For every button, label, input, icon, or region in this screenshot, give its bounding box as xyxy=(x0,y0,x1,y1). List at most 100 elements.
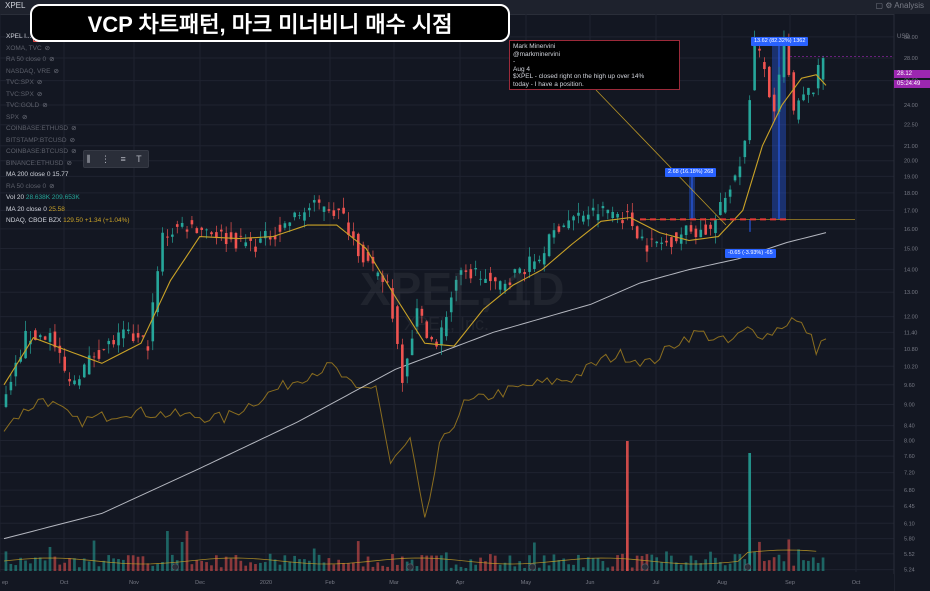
earnings-marker-icon[interactable] xyxy=(406,563,414,571)
volume-bar xyxy=(640,555,644,571)
legend-row[interactable]: COINBASE:ETHUSD ⊘ xyxy=(6,123,130,135)
candle-body xyxy=(107,340,111,345)
legend-row-label: RA 50 close 0 xyxy=(6,182,47,190)
volume-bar xyxy=(709,551,712,571)
volume-bar xyxy=(386,566,389,571)
time-tick-label: Mar xyxy=(389,580,399,586)
volume-bar xyxy=(792,565,796,571)
annotation-callout[interactable]: Mark Minervini @markminervini - Aug 4 $XPEL … xyxy=(509,40,680,90)
legend-row[interactable]: RA 50 close 0 ⊘ xyxy=(6,181,130,193)
volume-bar xyxy=(674,562,678,571)
legend-row[interactable]: BINANCE:ETHUSD ⊘ xyxy=(6,158,130,170)
candle-body xyxy=(630,212,634,227)
legend-row[interactable]: XOMA, TVC ⊘ xyxy=(6,43,130,55)
volume-bar xyxy=(508,555,512,571)
candle-body xyxy=(699,229,703,238)
legend-row[interactable]: TVC:GOLD ⊘ xyxy=(6,100,130,112)
volume-bar xyxy=(131,555,135,571)
candle-body xyxy=(376,272,380,277)
hidden-eye-icon[interactable]: ⊘ xyxy=(49,56,55,63)
candle-body xyxy=(728,189,732,197)
volume-bar xyxy=(518,561,522,571)
volume-bar xyxy=(244,565,248,571)
volume-bar xyxy=(214,555,218,571)
legend-row[interactable]: TVC:SPX ⊘ xyxy=(6,77,130,89)
volume-bar xyxy=(484,561,487,571)
annotation-line: @markminervini xyxy=(513,50,561,58)
earnings-marker-icon[interactable] xyxy=(171,563,179,571)
candle-body xyxy=(733,175,737,181)
legend-row[interactable]: Vol 20 28.638K 209.653K xyxy=(6,192,130,204)
top-ticker[interactable]: XPEL xyxy=(5,1,26,10)
legend-row[interactable]: NDAQ, CBOE BZX 129.50 +1.34 (+1.04%) xyxy=(6,215,130,227)
candle-body xyxy=(73,380,76,385)
candle-body xyxy=(655,241,659,244)
candle-body xyxy=(626,211,629,213)
volume-bar xyxy=(723,565,727,571)
hidden-eye-icon[interactable]: ⊘ xyxy=(36,79,43,86)
candle-body xyxy=(454,279,458,291)
hidden-eye-icon[interactable]: ⊘ xyxy=(42,102,48,109)
volume-bar xyxy=(444,552,448,571)
volume-bar xyxy=(577,554,580,571)
volume-bar xyxy=(611,566,615,571)
price-axis[interactable] xyxy=(894,14,930,591)
analysis-button[interactable]: ▢ ⚙ Analysis xyxy=(875,1,924,10)
hidden-eye-icon[interactable]: ⊘ xyxy=(22,113,28,121)
hidden-eye-icon[interactable]: ⊘ xyxy=(36,90,43,98)
legend-row[interactable]: COINBASE:BTCUSD ⊘ xyxy=(6,146,130,158)
hidden-eye-icon[interactable]: ⊘ xyxy=(69,136,76,144)
volume-bar xyxy=(811,557,815,571)
candle-body xyxy=(552,230,556,238)
volume-bar xyxy=(606,567,610,571)
candle-body xyxy=(127,329,130,332)
legend-row-label: COINBASE:ETHUSD xyxy=(6,125,69,132)
hidden-eye-icon[interactable]: ⊘ xyxy=(71,125,77,132)
earnings-marker-icon[interactable] xyxy=(528,563,536,571)
candle-body xyxy=(342,207,345,214)
candle-body xyxy=(405,358,409,377)
hidden-eye-icon[interactable]: ⊘ xyxy=(53,67,59,75)
legend-row-label: NDAQ, CBOE BZX xyxy=(6,217,62,224)
candle-body xyxy=(425,321,429,338)
time-axis[interactable] xyxy=(0,574,894,591)
candle-body xyxy=(420,308,424,316)
candle-body xyxy=(586,214,590,220)
candle-body xyxy=(352,231,355,238)
hidden-eye-icon[interactable]: ⊘ xyxy=(66,159,72,167)
legend-row[interactable]: MA 200 close 0 15.77 xyxy=(6,169,130,181)
volume-bar xyxy=(161,562,164,571)
legend-row[interactable]: MA 20 close 0 25.58 xyxy=(6,204,130,216)
candle-body xyxy=(264,230,267,239)
volume-bar xyxy=(259,562,262,571)
earnings-marker-icon[interactable] xyxy=(744,563,752,571)
hidden-eye-icon[interactable]: ⊘ xyxy=(49,182,55,190)
legend-row[interactable]: RA 50 close 0 ⊘ xyxy=(6,54,130,66)
legend-row[interactable]: TVC:SPX ⊘ xyxy=(6,89,130,101)
candle-body xyxy=(557,226,561,232)
candle-body xyxy=(767,66,771,98)
volume-bar xyxy=(24,560,27,571)
legend-row-label: RA 50 close 0 xyxy=(6,56,47,63)
hidden-eye-icon[interactable]: ⊘ xyxy=(71,148,77,155)
currency-label: USD xyxy=(897,34,910,40)
volume-bar xyxy=(263,562,267,571)
legend-toolbox[interactable]: ⫼ ⋮ ≡ T xyxy=(83,150,149,168)
candle-body xyxy=(68,379,71,382)
candle-body xyxy=(14,362,18,377)
earnings-marker-icon[interactable] xyxy=(641,563,649,571)
candle-body xyxy=(738,166,742,178)
legend-row[interactable]: SPX ⊘ xyxy=(6,112,130,124)
candle-body xyxy=(748,100,752,141)
legend-row[interactable]: BITSTAMP:BTCUSD ⊘ xyxy=(6,135,130,147)
annotation-line: Mark Minervini xyxy=(513,43,556,50)
legend-row[interactable]: NASDAQ, VRE ⊘ xyxy=(6,66,130,78)
price-tick-label: 9.60 xyxy=(904,383,915,389)
measure-label-gain-small: 2.68 (16.18%) 268 xyxy=(665,168,717,177)
candle-body xyxy=(518,268,522,273)
candle-body xyxy=(709,224,712,229)
measure-label-loss: -0.65 (-3.93%) -65 xyxy=(725,249,776,258)
hidden-eye-icon[interactable]: ⊘ xyxy=(44,44,51,52)
candle-body xyxy=(356,233,360,257)
